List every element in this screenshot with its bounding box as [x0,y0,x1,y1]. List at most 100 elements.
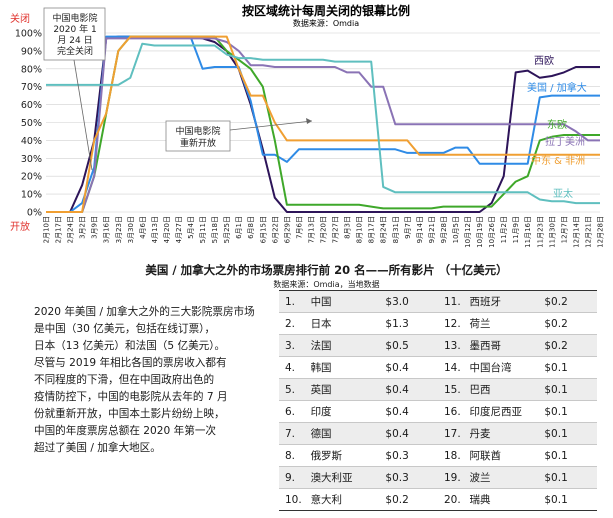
x-tick: 4月13日 [151,216,159,243]
rank-country: 波兰 [469,472,491,484]
x-tick-label: 4月6日 [139,216,147,239]
x-tick: 8月17日 [368,216,376,243]
x-tick: 9月21日 [428,216,436,243]
rank-value: $0.4 [385,383,409,396]
rank-country: 德国 [310,428,332,440]
x-tick: 3月16日 [103,216,111,243]
x-tick: 11月16日 [524,216,532,248]
x-tick: 8月31日 [392,216,400,243]
x-tick-label: 3月30日 [127,216,135,243]
x-tick: 7月6日 [295,216,303,239]
rank-country: 丹麦 [469,428,491,440]
x-tick-label: 11月30日 [548,216,556,248]
x-tick-label: 6月1日 [235,216,243,239]
y-axis-labels: 100% 90% 80% 70% 60% 50% 40% 30% 20% 10% 0% [15,29,42,219]
x-tick-label: 4月27日 [175,216,183,243]
rank-value: $0.1 [544,383,568,396]
table-row: 10. 意大利 $0.2 20. 瑞典 $0.1 [279,489,597,511]
x-tick-label: 7月13日 [307,216,315,243]
x-tick-label: 11月16日 [524,216,532,248]
annotation-text: 中国电影院 [175,125,220,137]
x-tick: 7月27日 [332,216,340,243]
x-tick-label: 11月23日 [536,216,544,248]
rank-value: $0.5 [385,339,409,352]
series-line-5 [46,42,600,205]
x-tick: 11月30日 [548,216,556,248]
rank-num: 20. [443,493,461,506]
x-tick-label: 6月22日 [271,216,279,243]
x-tick: 6月29日 [283,216,291,243]
paragraph-line: 2020 年美国 / 加拿大之外的三大影院票房市场 [34,306,255,318]
x-tick: 11月23日 [536,216,544,248]
x-tick-label: 8月10日 [356,216,364,243]
rank-num: 1. [285,295,296,308]
x-tick-label: 11月9日 [512,216,520,243]
x-tick-label: 10月5日 [452,216,460,243]
x-tick: 11月2日 [500,216,508,243]
paragraph-line: 尽管与 2019 年相比各国的票房收入都有 [34,357,227,369]
x-tick-label: 7月27日 [332,216,340,243]
x-tick: 9月7日 [404,216,412,239]
annotation-text: 完全关闭 [57,45,93,57]
rank-country: 韩国 [310,362,332,374]
x-tick-label: 6月15日 [259,216,267,243]
series-label-5: 亚太 [553,187,573,200]
x-tick-label: 2月10日 [43,216,51,243]
y-tick-label: 50% [21,118,42,129]
x-tick: 12月14日 [572,216,580,248]
y-tick-label: 40% [21,136,42,147]
x-tick: 8月10日 [356,216,364,243]
x-tick: 3月23日 [115,216,123,243]
x-tick-label: 10月26日 [488,216,496,248]
x-tick: 6月8日 [247,216,255,239]
y-tick-label: 80% [21,64,42,75]
rank-num: 15. [443,383,461,396]
rank-country: 俄罗斯 [310,450,343,462]
rank-value: $0.4 [385,427,409,440]
closed-label: 关闭 [10,12,30,25]
x-tick-label: 9月28日 [440,216,448,243]
rank-value: $0.1 [544,449,568,462]
rank-num: 6. [285,405,296,418]
series-label-2: 东欧 [547,118,567,131]
rank-value: $3.0 [385,295,409,308]
x-tick-label: 3月9日 [91,216,99,239]
x-tick: 3月9日 [91,216,99,239]
annotation-arrow-closed [73,59,93,171]
rank-num: 10. [285,493,302,506]
x-tick: 4月20日 [163,216,171,243]
x-tick: 5月18日 [211,216,219,243]
x-tick: 7月20日 [320,216,328,243]
table-title: 美国 / 加拿大之外的市场票房排行前 20 名——所有影片 （十亿美元） [145,263,508,277]
paragraph-line: 日本（13 亿美元）和法国（5 亿美元）。 [34,340,226,352]
x-tick-label: 9月7日 [404,216,412,239]
x-tick: 10月26日 [488,216,496,248]
y-tick-label: 60% [21,100,42,111]
series-label-4: 中东 & 非洲 [531,154,585,167]
rank-value: $0.2 [544,295,568,308]
x-tick-label: 8月17日 [368,216,376,243]
annotation-arrowhead [306,118,312,124]
rank-country: 英国 [310,384,332,396]
rank-value: $0.1 [544,405,568,418]
x-tick-label: 6月8日 [247,216,255,239]
x-tick: 12月7日 [560,216,568,243]
rank-num: 2. [285,317,296,330]
rank-num: 19. [443,471,461,484]
annotation-box-reopen [165,120,231,152]
annotation-text: 重新开放 [180,137,216,149]
rank-num: 9. [285,471,296,484]
x-tick: 4月27日 [175,216,183,243]
rank-num: 8. [285,449,296,462]
x-tick-label: 5月25日 [223,216,231,243]
paragraph-line: 中国的年度票房总额在 2020 年第一次 [34,425,217,437]
table-row: 9. 澳大利亚 $0.3 19. 波兰 $0.1 [279,466,597,489]
series-label-1: 美国 / 加拿大 [527,81,587,94]
x-tick: 8月3日 [344,216,352,239]
x-tick: 12月28日 [597,216,605,248]
rank-country: 日本 [310,318,332,330]
rank-country: 澳大利亚 [310,472,353,484]
rank-num: 7. [285,427,296,440]
